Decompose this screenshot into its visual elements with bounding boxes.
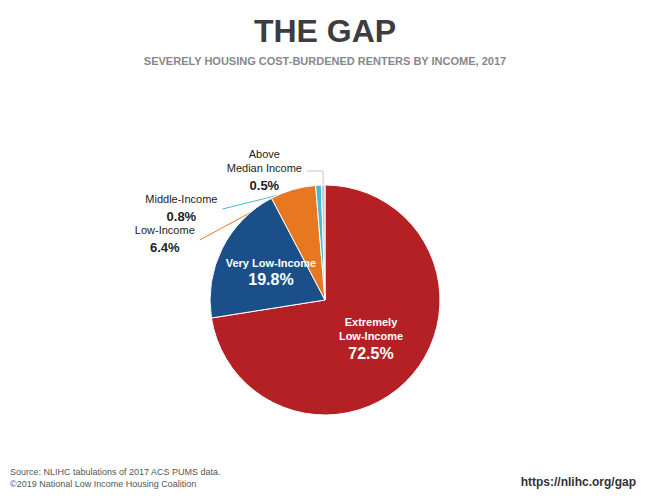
svg-text:0.5%: 0.5% bbox=[250, 178, 280, 193]
svg-text:19.8%: 19.8% bbox=[248, 271, 293, 288]
svg-text:Low-Income: Low-Income bbox=[339, 330, 403, 342]
svg-text:0.8%: 0.8% bbox=[167, 209, 197, 224]
svg-text:72.5%: 72.5% bbox=[348, 345, 393, 362]
svg-text:Source: NLIHC tabulations of 2: Source: NLIHC tabulations of 2017 ACS PU… bbox=[10, 467, 221, 477]
svg-text:6.4%: 6.4% bbox=[150, 240, 180, 255]
svg-text:THE GAP: THE GAP bbox=[254, 13, 396, 49]
svg-text:Extremely: Extremely bbox=[345, 316, 398, 328]
svg-text:Very Low-Income: Very Low-Income bbox=[226, 257, 316, 269]
svg-text:Above: Above bbox=[249, 148, 280, 160]
svg-text:Low-Income: Low-Income bbox=[135, 224, 195, 236]
svg-text:Middle-Income: Middle-Income bbox=[145, 193, 217, 205]
svg-text:Median Income: Median Income bbox=[227, 162, 302, 174]
svg-text:SEVERELY HOUSING COST-BURDENED: SEVERELY HOUSING COST-BURDENED RENTERS B… bbox=[144, 55, 506, 67]
svg-text:©2019 National Low Income Hous: ©2019 National Low Income Housing Coalit… bbox=[10, 479, 196, 489]
svg-text:https://nlihc.org/gap: https://nlihc.org/gap bbox=[521, 475, 636, 489]
